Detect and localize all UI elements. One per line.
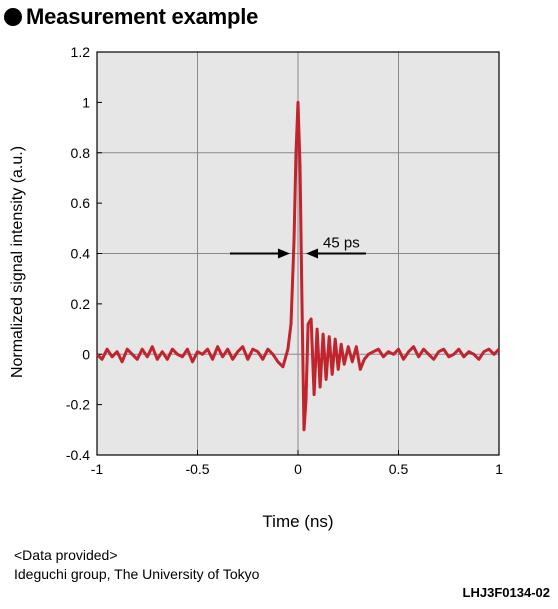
- arrowhead-right-icon: [277, 248, 290, 259]
- credit-source: Ideguchi group, The University of Tokyo: [14, 566, 260, 582]
- x-tick-label: -0.5: [185, 461, 209, 477]
- x-tick-label: 0: [294, 461, 302, 477]
- y-tick-label: -0.4: [66, 447, 90, 463]
- y-tick-label: -0.2: [66, 397, 90, 413]
- heading-text: Measurement example: [26, 4, 259, 29]
- x-tick-label: 0.5: [389, 461, 409, 477]
- bullet-icon: [4, 8, 22, 26]
- y-axis-label: Normalized signal intensity (a.u.): [9, 145, 26, 379]
- y-tick-label: 0.2: [71, 296, 91, 312]
- credit-title: <Data provided>: [14, 547, 118, 563]
- figure-code: LHJ3F0134-02: [462, 585, 550, 600]
- x-axis-label: Time (ns): [262, 512, 333, 531]
- heading: Measurement example: [4, 4, 258, 30]
- x-tick-label: 1: [495, 461, 503, 477]
- annotation-label: 45 ps: [323, 235, 360, 252]
- series-line: [95, 100, 501, 432]
- x-tick-label: -1: [91, 461, 104, 477]
- y-tick-label: 0.4: [71, 246, 91, 262]
- arrowhead-left-icon: [306, 248, 319, 259]
- y-tick-label: 1.2: [71, 44, 91, 60]
- y-tick-label: 0: [82, 346, 90, 362]
- y-tick-label: 1: [82, 94, 90, 110]
- y-tick-label: 0.6: [71, 195, 91, 211]
- y-tick-label: 0.8: [71, 145, 91, 161]
